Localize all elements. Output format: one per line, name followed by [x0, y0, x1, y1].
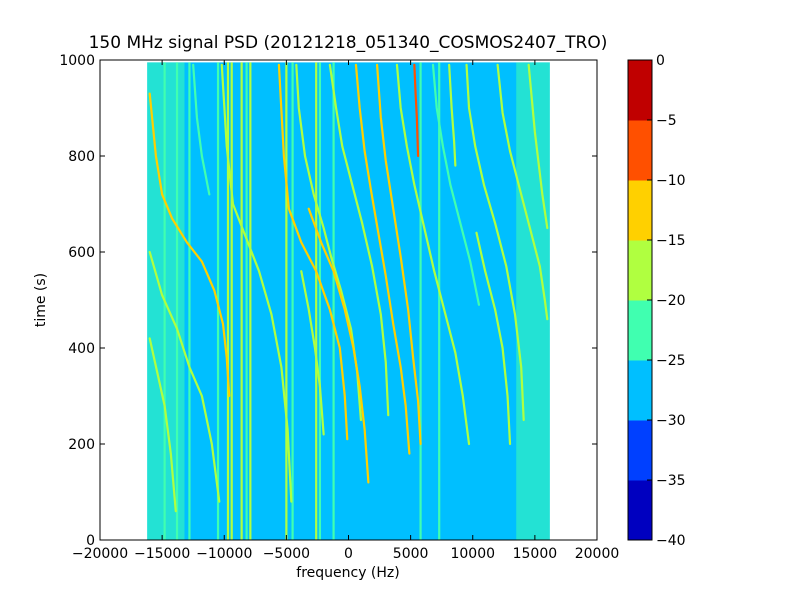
colorbar-tick-label: −5: [656, 113, 677, 129]
doppler-trace: [328, 63, 390, 417]
colorbar-tick-label: −40: [656, 533, 686, 549]
colorbar-tick-label: −15: [656, 233, 686, 249]
colorbar-segment: [628, 120, 652, 181]
colorbar-tick-label: −30: [656, 413, 686, 429]
colorbar-tick-label: −20: [656, 293, 686, 309]
doppler-trace: [448, 63, 457, 167]
x-tick-label: 0: [344, 546, 353, 562]
doppler-trace: [277, 63, 349, 441]
doppler-trace: [527, 63, 549, 230]
colorbar-tick-label: −25: [656, 353, 686, 369]
doppler-trace: [148, 92, 231, 398]
y-axis-label: time (s): [33, 273, 49, 327]
doppler-trace: [431, 63, 481, 306]
colorbar-segment: [628, 300, 652, 361]
y-tick-label: 800: [68, 149, 95, 165]
colorbar-tick-label: −10: [656, 173, 686, 189]
doppler-trace: [395, 63, 471, 446]
x-tick-label: −10000: [196, 546, 252, 562]
y-tick-label: 200: [68, 437, 95, 453]
colorbar-segment: [628, 180, 652, 241]
doppler-trace: [354, 63, 411, 455]
colorbar-segment: [628, 240, 652, 301]
colorbar-tick-label: 0: [656, 53, 665, 69]
doppler-trace: [220, 63, 293, 503]
y-tick-label: 400: [68, 341, 95, 357]
x-axis-label: frequency (Hz): [296, 565, 399, 581]
doppler-trace: [300, 270, 325, 436]
x-tick-label: −20000: [72, 546, 128, 562]
colorbar-segment: [628, 360, 652, 421]
x-tick-label: −5000: [263, 546, 310, 562]
y-tick-label: 600: [68, 245, 95, 261]
x-tick-label: 20000: [575, 546, 620, 562]
doppler-trace: [307, 207, 370, 484]
x-tick-label: −15000: [134, 546, 190, 562]
colorbar-segment: [628, 420, 652, 481]
x-tick-label: 15000: [513, 546, 558, 562]
x-tick-label: 10000: [450, 546, 495, 562]
doppler-trace: [413, 63, 420, 158]
colorbar-segment: [628, 60, 652, 121]
doppler-trace: [375, 63, 422, 446]
doppler-trace: [192, 63, 211, 196]
psd-background-region: [147, 62, 550, 541]
colorbar-segment: [628, 480, 652, 541]
plot-area: [100, 60, 597, 541]
doppler-trace: [496, 63, 549, 321]
doppler-trace: [148, 250, 221, 503]
doppler-trace: [475, 231, 512, 446]
colorbar: −40 −35 −30 −25 −20 −15 −10 −5 0: [627, 53, 686, 549]
colorbar-tick-label: −35: [656, 473, 686, 489]
chart-title: 150 MHz signal PSD (20121218_051340_COSM…: [89, 33, 608, 53]
doppler-trace: [465, 63, 525, 422]
axes: −20000 −15000 −10000 −5000 0 5000 10000 15000 20…: [59, 53, 619, 562]
y-tick-label: 1000: [59, 53, 95, 69]
doppler-trace: [148, 337, 177, 513]
x-tick-label: 5000: [393, 546, 429, 562]
y-tick-label: 0: [86, 533, 95, 549]
